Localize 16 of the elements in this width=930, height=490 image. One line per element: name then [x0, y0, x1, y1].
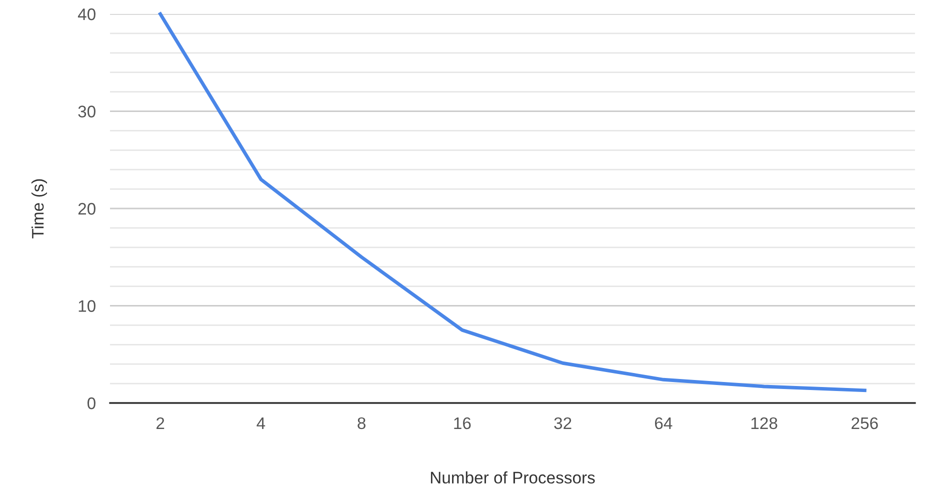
y-tick-label: 10 — [78, 300, 96, 312]
line-series — [158, 12, 866, 392]
x-tick-label: 2 — [156, 417, 164, 429]
y-axis-title: Time (s) — [31, 179, 48, 238]
y-tick-label: 30 — [78, 106, 96, 118]
x-tick-label: 4 — [256, 418, 266, 429]
x-tick-label: 128 — [751, 417, 778, 430]
y-tick-label: 20 — [78, 202, 96, 215]
x-axis-title: Number of Processors — [430, 471, 595, 484]
x-tick-label: 8 — [358, 417, 366, 430]
y-tick-label: 40 — [78, 8, 96, 20]
x-tick-label: 256 — [852, 417, 878, 430]
x-tick-label: 32 — [554, 417, 572, 430]
x-tick-label: 64 — [655, 417, 672, 430]
x-tick-label: 16 — [454, 417, 471, 430]
y-tick-label: 0 — [87, 397, 96, 410]
